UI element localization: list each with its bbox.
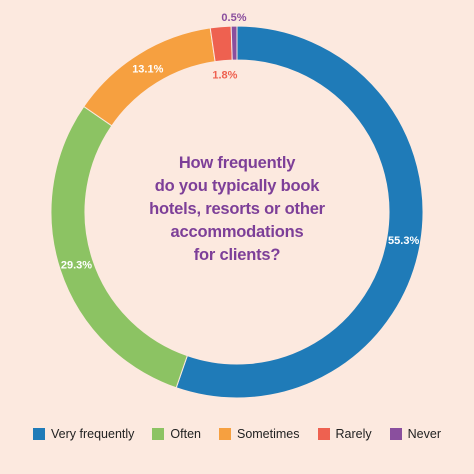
slice-never: [230, 25, 238, 61]
slice-label-very-frequently: 55.3%: [388, 235, 419, 247]
legend-label: Never: [407, 427, 441, 441]
legend-item-very-frequently: Very frequently: [33, 427, 134, 441]
legend-label: Very frequently: [51, 427, 135, 441]
chart-title-line: How frequently: [178, 154, 296, 172]
legend-label: Sometimes: [236, 427, 300, 441]
legend-item-rarely: Rarely: [317, 427, 372, 441]
legend-swatch: [218, 428, 231, 440]
legend-swatch: [152, 428, 165, 440]
slice-sometimes: [83, 27, 216, 127]
slice-label-sometimes: 13.1%: [132, 63, 163, 75]
chart-title-line: for clients?: [193, 246, 281, 264]
legend-item-sometimes: Sometimes: [218, 427, 300, 441]
legend-item-never: Never: [389, 427, 441, 441]
legend-swatch: [389, 428, 402, 440]
slice-label-often: 29.3%: [61, 260, 92, 272]
chart-title-line: hotels, resorts or other: [149, 200, 325, 218]
legend: Very frequently Often Sometimes Rarely N…: [0, 427, 474, 441]
slice-very-frequently: [175, 25, 424, 399]
legend-label: Often: [170, 427, 201, 441]
legend-swatch: [317, 428, 330, 440]
legend-label: Rarely: [335, 427, 372, 441]
legend-item-often: Often: [152, 427, 201, 441]
chart-title: How frequently do you typically book hot…: [137, 152, 337, 267]
chart-title-line: do you typically book: [154, 177, 320, 195]
chart-title-line: accommodations: [170, 223, 304, 241]
legend-swatch: [33, 428, 46, 440]
slice-label-never: 0.5%: [221, 12, 246, 24]
slice-label-rarely: 1.8%: [212, 70, 237, 82]
